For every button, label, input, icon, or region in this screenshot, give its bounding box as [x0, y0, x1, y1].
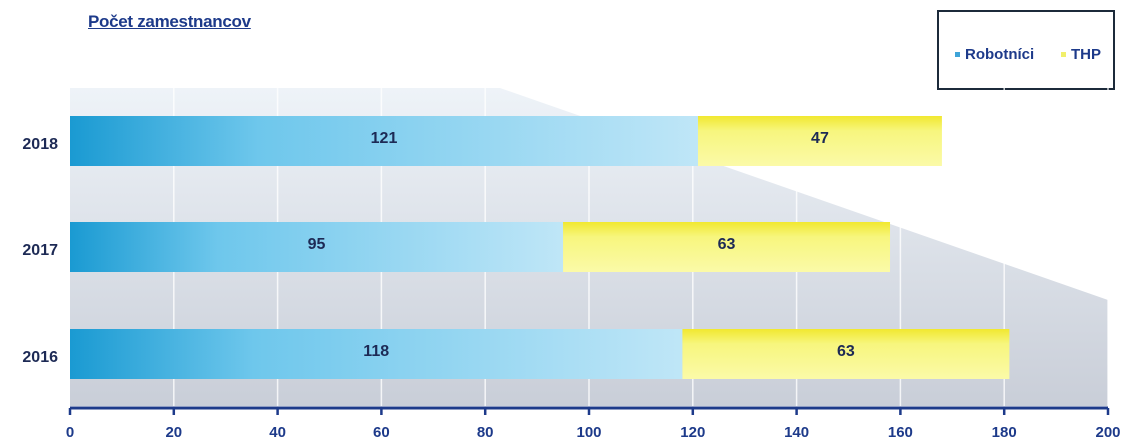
legend-label-thp: THP: [1071, 46, 1101, 63]
x-tick-label: 40: [269, 424, 286, 441]
category-label-2018: 2018: [22, 136, 58, 153]
legend-swatch-robotnici: [955, 52, 960, 57]
bar-thp-2018: [697, 116, 942, 166]
bar-thp-2016: [682, 329, 1010, 379]
x-tick-label: 100: [576, 424, 601, 441]
x-tick-label: 180: [992, 424, 1017, 441]
legend-swatch-thp: [1061, 52, 1066, 57]
data-label-thp-2018: 47: [811, 130, 829, 147]
x-tick-label: 60: [373, 424, 390, 441]
data-label-thp-2017: 63: [718, 236, 736, 253]
chart-title: Počet zamestnancov: [88, 12, 251, 31]
x-tick-label: 80: [477, 424, 494, 441]
x-tick-label: 160: [888, 424, 913, 441]
data-label-robotnici-2016: 118: [363, 343, 389, 360]
bar-thp-2017: [563, 222, 891, 272]
bar-robotnici-2016: [70, 329, 683, 379]
legend-item-robotnici: Robotníci: [955, 46, 1034, 63]
data-label-robotnici-2018: 121: [371, 130, 398, 147]
data-label-thp-2016: 63: [837, 343, 855, 360]
bar-robotnici-2017: [70, 222, 564, 272]
x-tick-label: 140: [784, 424, 809, 441]
category-label-2017: 2017: [22, 242, 58, 259]
x-tick-label: 120: [680, 424, 705, 441]
legend-label-robotnici: Robotníci: [965, 46, 1035, 63]
legend: Robotníci THP: [937, 10, 1115, 90]
x-tick-label: 200: [1095, 424, 1120, 441]
data-label-robotnici-2017: 95: [308, 236, 326, 253]
category-label-2016: 2016: [22, 349, 58, 366]
x-tick-label: 0: [66, 424, 74, 441]
x-tick-label: 20: [165, 424, 182, 441]
legend-item-thp: THP: [1061, 46, 1101, 63]
bar-robotnici-2018: [70, 116, 698, 166]
